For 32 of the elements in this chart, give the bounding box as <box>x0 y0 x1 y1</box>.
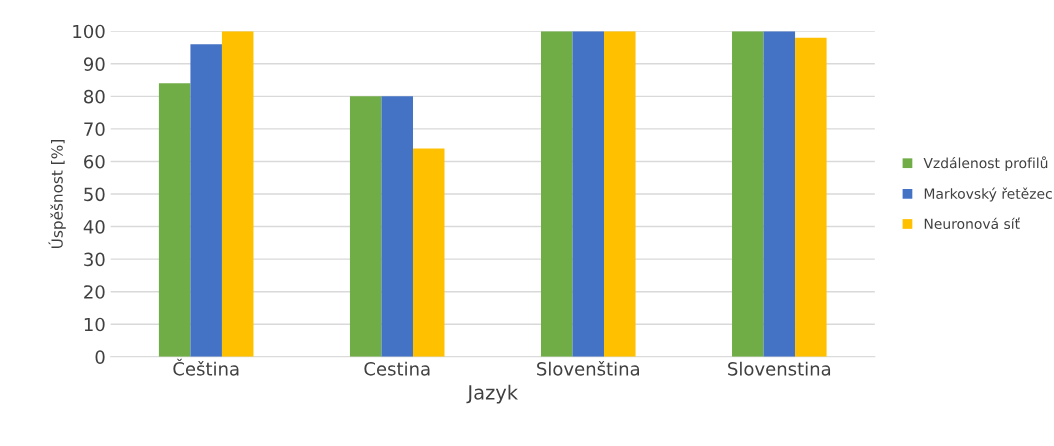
bar <box>381 96 413 357</box>
bar <box>190 44 222 357</box>
x-axis-title: Jazyk <box>466 384 518 404</box>
bar <box>349 96 382 357</box>
y-axis-title: Úspěšnost [%] <box>48 140 66 248</box>
bar <box>732 31 764 357</box>
legend-label: Vzdálenost profilů <box>923 156 1048 171</box>
x-tick-label: Slovenstina <box>728 361 831 376</box>
y-tick-label: 70 <box>84 122 105 137</box>
y-tick-label: 10 <box>84 317 105 332</box>
x-tick-label: Cestina <box>364 361 430 376</box>
y-tick-label: 60 <box>84 154 105 169</box>
bar <box>763 31 796 357</box>
y-tick-label: 80 <box>84 89 105 104</box>
legend-label: Neuronová síť <box>924 217 1020 230</box>
y-tick-label: 100 <box>73 24 105 39</box>
y-tick-label: 0 <box>95 350 105 364</box>
y-tick-label: 50 <box>84 187 105 202</box>
bar <box>158 83 191 357</box>
bar <box>795 37 827 357</box>
bar <box>540 31 573 357</box>
bar <box>572 31 605 357</box>
y-tick-label: 20 <box>84 285 105 299</box>
bar <box>221 31 254 357</box>
y-tick-label: 40 <box>83 220 105 234</box>
bar <box>604 31 636 357</box>
bar <box>412 148 445 357</box>
y-tick-label: 30 <box>84 252 105 267</box>
x-tick-label: Slovenština <box>537 360 640 376</box>
y-tick-label: 90 <box>83 57 105 71</box>
x-tick-label: Čeština <box>173 358 239 376</box>
legend-label: Markovský řetězec <box>924 187 1052 202</box>
